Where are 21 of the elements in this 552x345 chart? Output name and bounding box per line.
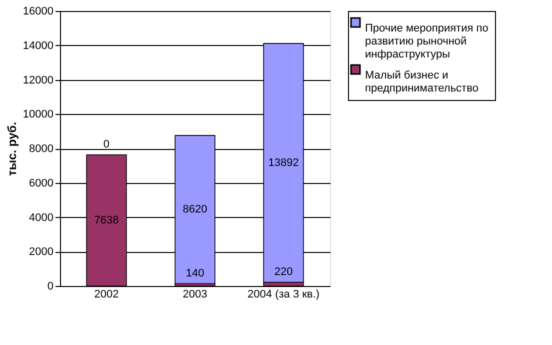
x-tick-label: 2004 (за 3 кв.) [248, 288, 320, 300]
y-tick-label: 6000 [29, 177, 54, 190]
legend-label: Малый бизнес и предпринимательство [365, 70, 478, 94]
y-axis-title: тыс. руб. [4, 122, 19, 176]
x-tick-label: 2002 [94, 288, 119, 300]
data-label: 220 [274, 266, 293, 278]
y-tick-label: 10000 [22, 108, 54, 121]
data-label: 13892 [268, 156, 299, 169]
y-tick-label: 2000 [29, 246, 54, 258]
data-label: 7638 [94, 214, 119, 226]
y-tick-label: 16000 [22, 6, 54, 18]
x-tick-label: 2003 [182, 288, 208, 300]
y-tick-label: 4000 [29, 212, 54, 224]
y-tick-label: 12000 [22, 74, 54, 86]
legend-label: Прочие мероприятия по развитию рыночной инфраструктуры [365, 22, 488, 60]
y-tick-label: 0 [47, 280, 54, 292]
y-tick-label: 14000 [22, 40, 54, 52]
data-label: 8620 [182, 204, 208, 216]
data-label: 0 [103, 138, 110, 151]
y-tick-label: 8000 [29, 143, 54, 155]
data-label: 140 [186, 268, 204, 280]
